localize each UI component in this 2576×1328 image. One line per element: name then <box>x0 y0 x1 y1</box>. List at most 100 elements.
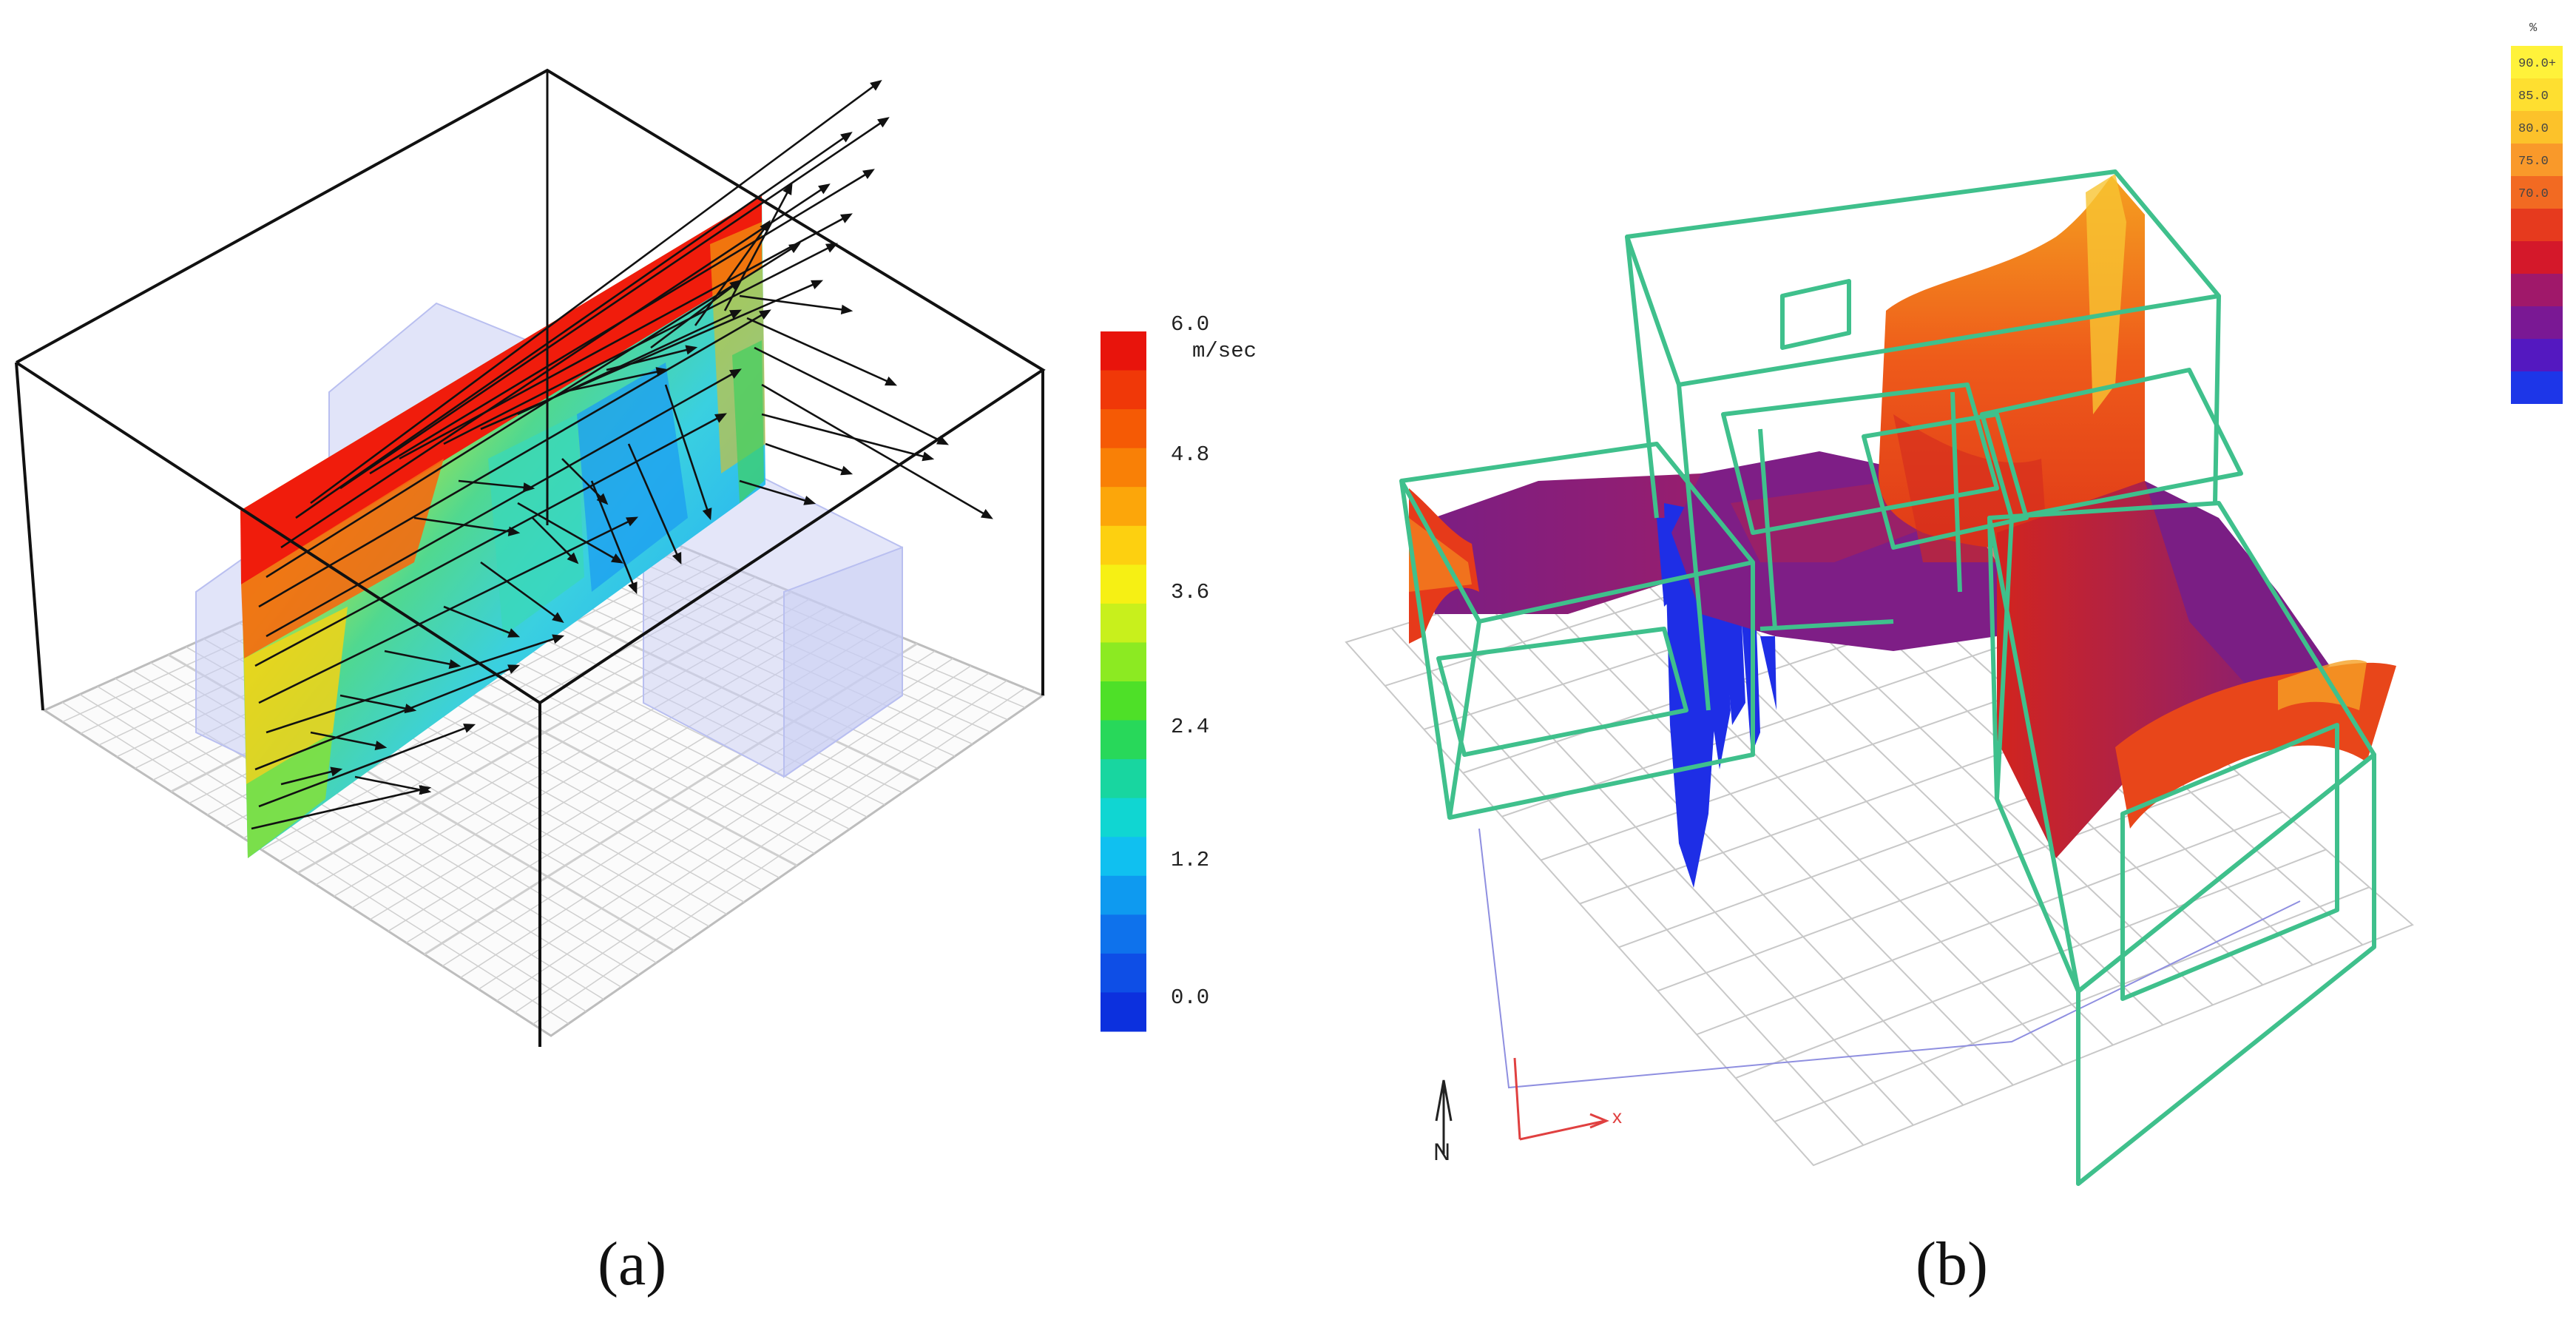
building-wireframe <box>1399 169 2376 1186</box>
colorbar-tick-label: 0.0 <box>1171 985 1209 1010</box>
velocity-arrow <box>517 309 740 416</box>
humidity-surfaces <box>1409 174 2396 888</box>
legend-label: 85.0 <box>2518 90 2549 104</box>
velocity-arrow <box>746 317 896 386</box>
velocity-arrow <box>254 413 726 667</box>
arrow-head <box>567 552 579 564</box>
velocity-arrow <box>443 243 836 445</box>
velocity-arrow <box>443 605 518 638</box>
legend-swatch <box>2511 274 2563 306</box>
velocity-arrow <box>258 724 474 808</box>
colorbar-swatch <box>1101 331 1146 371</box>
arrow-head <box>507 628 521 638</box>
colorbar-swatch <box>1101 409 1146 449</box>
arrow-head <box>840 304 853 314</box>
colorbar-unit: m/sec <box>1192 339 1257 363</box>
velocity-arrow <box>739 479 814 505</box>
panel-b-plot: x N 90.0+ 85.0 80.0 75.0 70.0 % <box>1345 21 2563 1186</box>
velocity-arrow <box>458 479 533 490</box>
velocity-arrow <box>258 516 637 704</box>
colorbar-swatch <box>1101 642 1146 682</box>
arrow-head <box>803 496 817 505</box>
arrow-head <box>404 704 417 714</box>
velocity-arrow <box>339 694 415 712</box>
arrow-head <box>782 183 793 196</box>
panel-label-a: (a) <box>598 1230 667 1298</box>
axis-indicator <box>1513 1057 1609 1141</box>
velocity-arrow <box>266 635 563 734</box>
legend-label: 90.0+ <box>2518 57 2556 71</box>
velocity-arrow <box>761 413 933 460</box>
legend-label: 75.0 <box>2518 155 2549 169</box>
arrow-head <box>507 526 521 536</box>
velocity-arrow <box>694 221 771 326</box>
arrow-head <box>839 213 853 223</box>
colorbar-swatch <box>1101 992 1146 1032</box>
colorbar-swatch <box>1101 564 1146 604</box>
velocity-arrow <box>280 183 829 549</box>
velocity-arrow <box>254 664 518 771</box>
legend-swatch <box>2511 111 2563 144</box>
colorbar-swatch <box>1101 603 1146 643</box>
arrow-head <box>523 482 535 493</box>
velocity-vectors <box>251 80 993 830</box>
colorbar-swatch <box>1101 720 1146 760</box>
velocity-arrow <box>266 368 740 638</box>
arrow-head <box>862 169 875 180</box>
velocity-arrow <box>561 458 607 504</box>
velocity-arrow <box>369 169 873 475</box>
arrow-head <box>672 552 682 565</box>
arrow-head <box>728 368 742 379</box>
velocity-arrow <box>339 117 888 490</box>
domain-box <box>15 68 1046 1047</box>
legend-swatch <box>2511 144 2563 176</box>
velocity-arrow <box>650 280 740 349</box>
colorbar-swatch <box>1101 953 1146 993</box>
legend-swatch <box>2511 339 2563 371</box>
colorbar-swatch <box>1101 759 1146 799</box>
arrow-head <box>463 724 476 733</box>
arrow-head <box>448 659 462 670</box>
arrow-head <box>980 509 993 519</box>
velocity-arrow <box>664 384 711 519</box>
colorbar-swatch <box>1101 448 1146 488</box>
arrow-head <box>877 117 890 128</box>
arrow-head <box>655 367 669 377</box>
velocity-arrow <box>761 383 992 519</box>
humidity-legend: 90.0+ 85.0 80.0 75.0 70.0 <box>2511 46 2563 404</box>
legend-swatch <box>2511 78 2563 111</box>
velocity-arrow <box>251 786 430 830</box>
arrow-head <box>552 634 565 644</box>
arrow-head <box>628 582 638 595</box>
colorbar-swatch <box>1101 525 1146 565</box>
velocity-arrow <box>754 346 947 445</box>
velocity-arrow <box>627 443 682 563</box>
arrow-head <box>596 493 609 505</box>
north-arrow-icon <box>1435 1079 1453 1154</box>
colorbar-swatch <box>1101 681 1146 721</box>
legend-swatch <box>2511 241 2563 274</box>
velocity-arrow <box>310 731 385 749</box>
velocity-arrow <box>413 516 518 534</box>
legend-swatch <box>2511 209 2563 241</box>
colorbar-tick-label: 1.2 <box>1171 848 1209 872</box>
velocity-arrow <box>517 502 622 564</box>
arrow-head <box>374 741 388 751</box>
colorbar-tick-label: 2.4 <box>1171 715 1209 739</box>
velocity-arrow <box>310 80 881 505</box>
legend-swatch <box>2511 371 2563 404</box>
velocity-arrow <box>280 768 341 786</box>
arrow-head <box>610 553 623 564</box>
panel-a-plot: 6.0 4.8 3.6 2.4 1.2 0.0 m/sec <box>15 68 1257 1047</box>
arrow-head <box>729 309 743 320</box>
arrow-head <box>419 785 432 795</box>
arrow-head <box>840 132 853 143</box>
arrow-head <box>870 80 882 91</box>
velocity-arrow <box>354 775 430 793</box>
arrow-head <box>330 766 343 777</box>
velocity-arrow <box>765 442 851 475</box>
arrow-head <box>922 451 935 462</box>
velocity-arrow <box>723 184 793 311</box>
